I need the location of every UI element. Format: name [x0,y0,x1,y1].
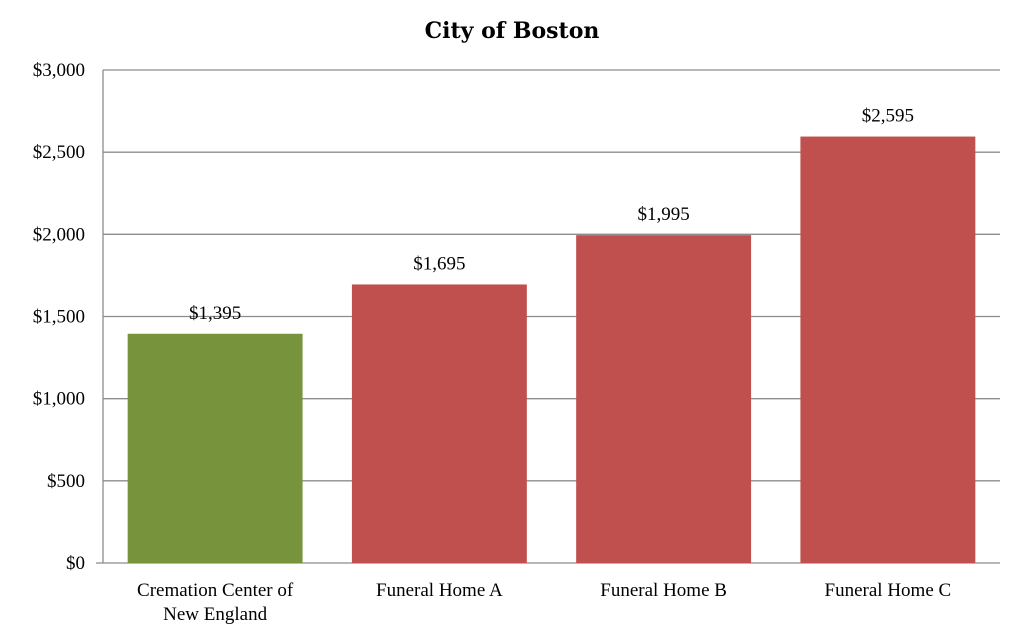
y-tick-label-1: $500 [47,471,85,492]
category-label-0-line-1: New England [163,604,267,625]
bar-1 [351,284,527,563]
data-label-0: $1,395 [189,303,241,324]
y-tick-label-6: $3,000 [33,60,85,81]
category-label-3-line-0: Funeral Home C [825,580,952,601]
y-tick-label-0: $0 [66,553,85,574]
data-label-2: $1,995 [638,204,690,225]
bar-0 [127,333,303,563]
y-tick-label-4: $2,000 [33,224,85,245]
category-label-0-line-0: Cremation Center of [137,580,294,601]
category-label-2-line-0: Funeral Home B [600,580,727,601]
y-tick-label-3: $1,500 [33,307,85,328]
data-label-3: $2,595 [862,106,914,127]
bar-3 [800,136,976,563]
bar-2 [576,235,752,563]
category-label-1-line-0: Funeral Home A [376,580,503,601]
y-tick-label-5: $2,500 [33,142,85,163]
data-label-1: $1,695 [413,253,465,274]
y-tick-label-2: $1,000 [33,389,85,410]
x-axis-category-labels: Cremation Center of New England Funeral Ho… [137,580,951,625]
data-labels: $1,395 $1,695 $1,995 $2,595 [189,106,914,324]
bars [127,136,976,563]
y-axis-tick-labels: $0 $500 $1,000 $1,500 $2,000 $2,500 $3,000 [33,60,85,574]
chart-title: City of Boston [425,18,600,44]
